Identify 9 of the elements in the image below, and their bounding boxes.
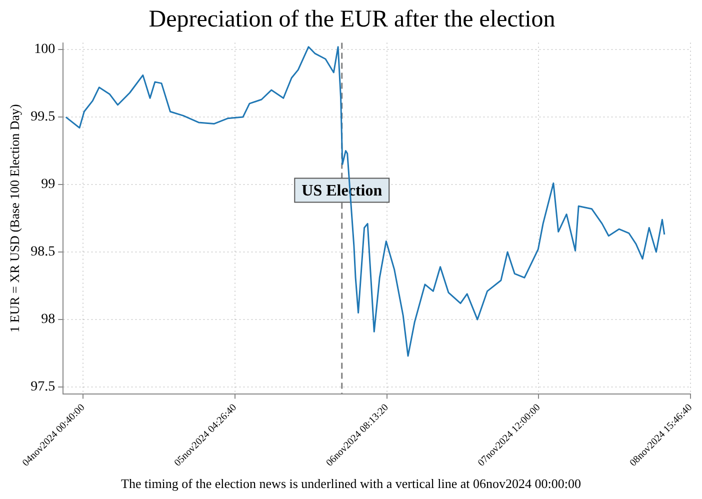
chart-title: Depreciation of the EUR after the election bbox=[148, 6, 556, 33]
y-tick-label: 99.5 bbox=[30, 110, 56, 125]
y-tick-label: 98.5 bbox=[30, 244, 56, 260]
y-tick-label: 99 bbox=[41, 177, 56, 192]
text: The timing of the election news is underlined with a vertical line at 06nov2024 00:00:00 bbox=[120, 476, 582, 492]
y-axis-title: 1 EUR = XR USD (Base 100 Election Day) bbox=[7, 104, 22, 332]
y-tick-label: 100 bbox=[34, 42, 56, 58]
y-tick-label: 97.5 bbox=[30, 380, 56, 395]
y-tick-label: 98 bbox=[41, 312, 56, 328]
